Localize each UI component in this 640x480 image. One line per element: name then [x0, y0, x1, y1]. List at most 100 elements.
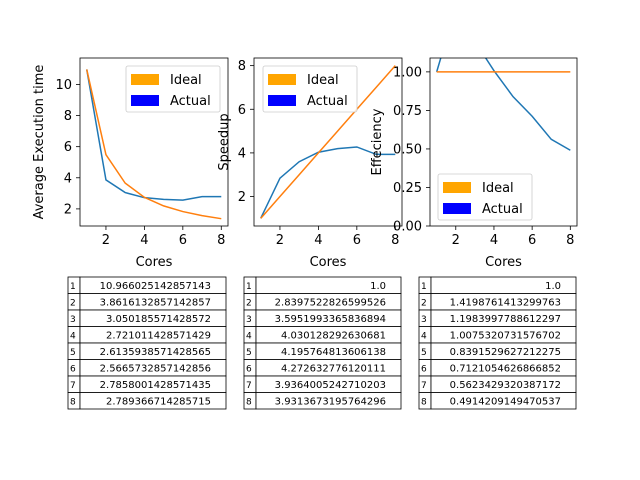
table-value-text: 3.050185571428572: [106, 314, 211, 325]
table-value-text: 2.7858001428571435: [100, 380, 211, 391]
table-index-text: 6: [70, 365, 76, 375]
legend-swatch-actual: [131, 95, 159, 106]
table-row: 8 2.789366714285715: [67, 392, 227, 410]
y-tick-label: 6: [64, 140, 72, 155]
table-value-text: 2.721011428571429: [106, 331, 211, 342]
table-row: 2 1.4198761413299763: [418, 293, 577, 311]
table-row: 4 2.721011428571429: [67, 326, 227, 344]
table-value-text: 4.030128292630681: [281, 331, 386, 342]
table-value-text: 3.8616132857142857: [100, 298, 211, 309]
x-tick-label: 6: [353, 233, 361, 248]
table-row: 6 4.272632776120111: [243, 359, 402, 377]
table-index-text: 3: [246, 315, 252, 325]
table-index-text: 3: [70, 315, 76, 325]
table-index-text: 6: [246, 365, 252, 375]
table-index-text: 4: [246, 332, 252, 342]
y-tick-label: 8: [64, 109, 72, 124]
x-tick-label: 8: [391, 233, 399, 248]
y-tick-label: 4: [64, 171, 72, 186]
y-axis-label: Speedup: [217, 113, 232, 170]
series-line-actual: [435, 58, 571, 151]
x-tick-label: 8: [217, 233, 225, 248]
legend-label-ideal: Ideal: [170, 73, 202, 88]
table-row: 7 0.5623429320387172: [418, 375, 577, 393]
y-tick-label: 0.00: [393, 220, 422, 235]
table-row: 5 4.195764813606138: [243, 342, 402, 360]
table-value-text: 2.789366714285715: [106, 397, 211, 408]
table-row: 1 1.0: [418, 276, 577, 294]
table-value-cell: [430, 392, 577, 410]
y-tick-label: 2: [238, 190, 246, 205]
legend-swatch-actual: [268, 95, 296, 106]
axes-frame: [429, 57, 578, 227]
table-row: 8 3.9313673195764296: [243, 392, 402, 410]
table-row: 3 3.5951993365836894: [243, 309, 402, 327]
y-tick-label: 1.00: [393, 65, 422, 80]
y-tick-label: 0.25: [393, 181, 422, 196]
y-tick-label: 2: [64, 202, 72, 217]
legend-swatch-ideal: [268, 74, 296, 85]
table-index-text: 2: [246, 299, 252, 309]
table-row: 6 0.7121054626866852: [418, 359, 577, 377]
data-table: 1 1.0 2 2.8397522826599526 3 3.59519933658368…: [243, 276, 402, 410]
table-value-text: 0.7121054626866852: [450, 364, 561, 375]
chart-panel-1: 2 4 6 8 2 4 6 8 10 Cores Average Execution time Ide…: [32, 57, 229, 410]
table-index-text: 4: [421, 332, 427, 342]
legend-label-ideal: Ideal: [482, 181, 514, 196]
table-row: 5 2.6135938571428565: [67, 342, 227, 360]
legend-label-actual: Actual: [170, 94, 211, 109]
y-tick-label: 10: [55, 78, 72, 93]
table-value-text: 2.6135938571428565: [100, 347, 211, 358]
table-row: 7 3.9364005242710203: [243, 375, 402, 393]
table-row: 1 10.966025142857143: [67, 276, 227, 294]
legend-swatch-ideal: [443, 182, 471, 193]
series-line-actual: [85, 69, 222, 201]
table-row: 8 0.4914209149470537: [418, 392, 577, 410]
y-tick-label: 6: [238, 103, 246, 118]
table-index-text: 5: [246, 348, 252, 358]
x-tick-label: 6: [179, 233, 187, 248]
y-tick-label: 0.75: [393, 104, 422, 119]
y-axis-label: Effeciency: [370, 108, 385, 175]
table-value-text: 2.5665732857142856: [100, 364, 211, 375]
table-index-text: 7: [421, 381, 427, 391]
x-tick-label: 2: [452, 233, 460, 248]
y-tick-label: 8: [238, 59, 246, 74]
y-tick-label: 0.50: [393, 142, 422, 157]
table-index-text: 1: [246, 282, 252, 292]
table-index-text: 7: [246, 381, 252, 391]
table-row: 2 3.8616132857142857: [67, 293, 227, 311]
legend: Ideal Actual: [125, 65, 221, 113]
table-value-text: 1.1983997788612297: [450, 314, 561, 325]
x-tick-label: 4: [140, 233, 148, 248]
y-tick-label: 4: [238, 146, 246, 161]
table-index-text: 5: [70, 348, 76, 358]
table-value-cell: [79, 392, 227, 410]
table-value-text: 3.9313673195764296: [275, 397, 386, 408]
table-value-text: 2.8397522826599526: [275, 298, 386, 309]
series-line-ideal: [260, 65, 396, 219]
table-index-text: 1: [70, 282, 76, 292]
table-index-text: 6: [421, 365, 427, 375]
table-value-text: 1.0: [545, 281, 561, 292]
table-index-text: 8: [246, 398, 252, 408]
table-value-text: 0.5623429320387172: [450, 380, 561, 391]
table-row: 3 3.050185571428572: [67, 309, 227, 327]
legend-label-actual: Actual: [307, 94, 348, 109]
table-index-text: 2: [421, 299, 427, 309]
legend: Ideal Actual: [262, 65, 358, 113]
table-value-text: 1.0: [370, 281, 386, 292]
table-row: 6 2.5665732857142856: [67, 359, 227, 377]
table-value-cell: [255, 392, 402, 410]
x-tick-label: 2: [102, 233, 110, 248]
table-row: 5 0.8391529627212275: [418, 342, 577, 360]
table-index-text: 4: [70, 332, 76, 342]
legend-swatch-ideal: [131, 74, 159, 85]
table-value-text: 1.0075320731576702: [450, 331, 561, 342]
table-value-text: 3.5951993365836894: [275, 314, 386, 325]
table-index-text: 8: [421, 398, 427, 408]
x-tick-label: 4: [490, 233, 498, 248]
